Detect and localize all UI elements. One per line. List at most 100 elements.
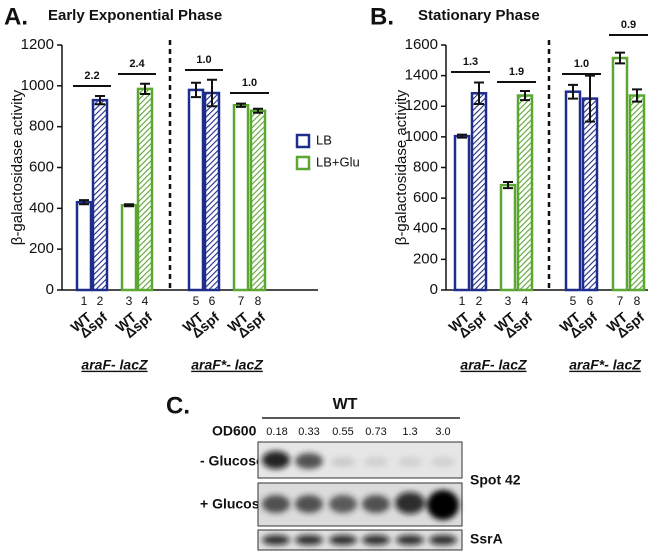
- y-tick-label: 600: [29, 158, 54, 175]
- legend-label: LB: [316, 132, 332, 147]
- y-tick-label: 1400: [405, 67, 438, 84]
- error-bar: [520, 89, 530, 102]
- x-tick-label: 5: [570, 294, 577, 308]
- band: [362, 535, 390, 545]
- group-label: araF- lacZ: [460, 357, 527, 373]
- fold-change: 1.9: [509, 66, 524, 78]
- y-axis-label: β-galactosidase activity: [9, 89, 26, 245]
- od-value: 1.3: [402, 426, 417, 438]
- strain-label: WT: [333, 396, 358, 413]
- x-tick-label: 3: [126, 294, 133, 308]
- error-bar: [236, 102, 246, 108]
- bar: [628, 94, 646, 292]
- x-tick-label: 4: [142, 294, 149, 308]
- fold-change: 1.0: [574, 58, 589, 70]
- bar: [564, 90, 582, 292]
- x-tick-label: 5: [193, 294, 200, 308]
- y-tick-label: 0: [46, 281, 54, 298]
- y-tick-label: 0: [430, 281, 438, 298]
- blot-panel: [257, 441, 463, 479]
- error-bar: [474, 81, 484, 105]
- panel-label: B.: [370, 3, 394, 30]
- y-tick-label: 400: [29, 199, 54, 216]
- bar: [516, 94, 534, 292]
- band: [262, 451, 290, 469]
- od-value: 0.73: [365, 426, 386, 438]
- od-value: 0.55: [332, 426, 353, 438]
- band: [427, 490, 459, 520]
- bar: [453, 134, 471, 292]
- x-tick-label: 2: [476, 294, 483, 308]
- blot: [257, 441, 463, 551]
- bar: [470, 91, 488, 292]
- group-label: araF- lacZ: [81, 357, 148, 373]
- bar: [187, 88, 205, 292]
- error-bar: [124, 203, 134, 208]
- x-tick-label: 8: [634, 294, 641, 308]
- od-value: 0.33: [298, 426, 319, 438]
- y-tick-label: 800: [413, 158, 438, 175]
- panel-label: C.: [166, 392, 190, 419]
- fold-change: 1.0: [196, 54, 211, 66]
- x-tick-label: 6: [587, 294, 594, 308]
- bar: [232, 103, 250, 292]
- y-tick-label: 800: [29, 118, 54, 135]
- error-bar: [253, 107, 263, 114]
- x-tick-label: 8: [255, 294, 262, 308]
- row-label: - Glucose: [200, 453, 264, 469]
- band: [362, 495, 390, 513]
- band: [295, 495, 323, 513]
- bands: [262, 451, 459, 545]
- band: [429, 535, 457, 545]
- od-value: 0.18: [266, 426, 287, 438]
- bar: [611, 56, 629, 292]
- band: [295, 535, 323, 545]
- chart-title: Stationary Phase: [418, 7, 540, 24]
- x-tick-label: 1: [459, 294, 466, 308]
- y-tick-label: 200: [413, 250, 438, 267]
- y-tick-label: 400: [413, 220, 438, 237]
- y-tick-label: 1000: [21, 77, 54, 94]
- band: [431, 457, 455, 467]
- bar: [120, 204, 138, 292]
- y-tick-label: 1000: [405, 128, 438, 145]
- legend-swatch: [295, 155, 311, 171]
- y-tick-label: 1200: [21, 36, 54, 53]
- error-bar: [632, 88, 642, 103]
- error-bar: [457, 133, 467, 139]
- band: [331, 457, 355, 467]
- bar: [249, 109, 267, 292]
- band: [364, 457, 388, 467]
- x-tick-label: 3: [505, 294, 512, 308]
- y-tick-label: 200: [29, 240, 54, 257]
- fold-change: 2.4: [129, 58, 145, 70]
- od-value: 3.0: [435, 426, 450, 438]
- error-bar: [140, 82, 150, 95]
- group-label: araF*- lacZ: [191, 357, 263, 373]
- band: [262, 535, 290, 545]
- legend-label: LB+Glu: [316, 154, 360, 169]
- legend-swatch: [295, 133, 311, 149]
- band: [398, 457, 422, 467]
- error-bar: [95, 95, 105, 106]
- error-bar: [615, 51, 625, 65]
- x-tick-label: 7: [238, 294, 245, 308]
- error-bar: [568, 83, 578, 100]
- x-tick-label: 4: [522, 294, 529, 308]
- probe-label: Spot 42: [470, 472, 521, 488]
- bar: [91, 98, 109, 292]
- fold-change: 0.9: [621, 19, 636, 31]
- x-tick-label: 2: [97, 294, 104, 308]
- bar: [581, 97, 599, 292]
- error-bar: [191, 81, 201, 99]
- error-bar: [79, 199, 89, 206]
- band: [329, 535, 357, 545]
- fold-change: 2.2: [84, 70, 99, 82]
- error-bar: [585, 74, 595, 123]
- y-tick-label: 1600: [405, 36, 438, 53]
- band: [329, 495, 357, 513]
- x-tick-label: 6: [209, 294, 216, 308]
- x-tick-label: 1: [81, 294, 88, 308]
- group-label: araF*- lacZ: [569, 357, 641, 373]
- bar: [203, 91, 221, 292]
